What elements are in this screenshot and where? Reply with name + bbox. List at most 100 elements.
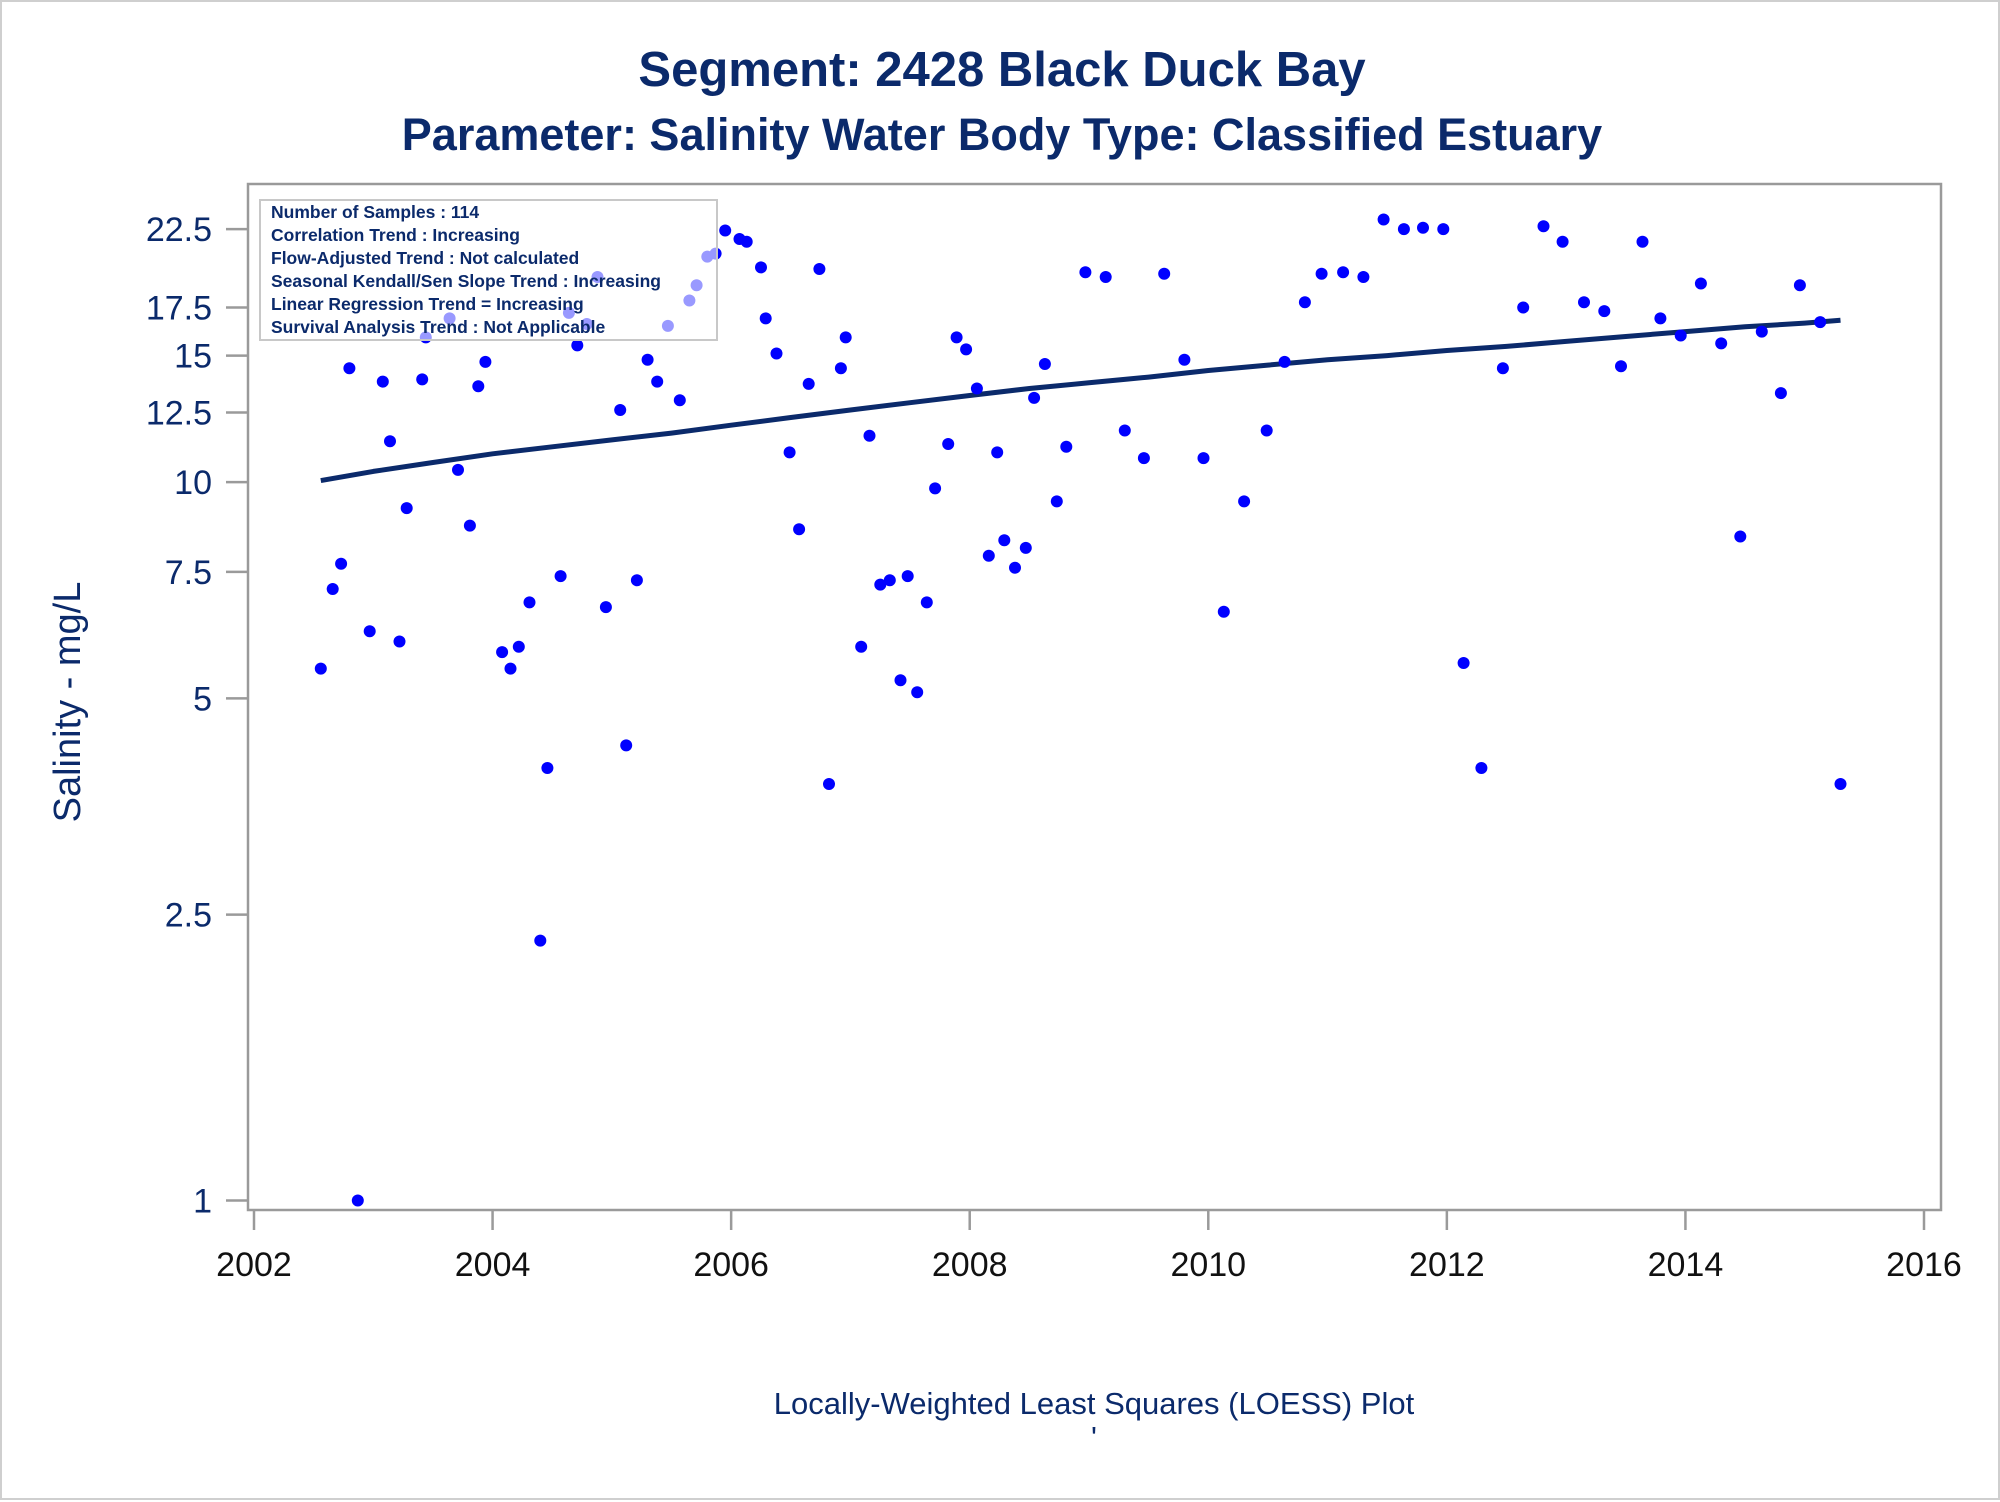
data-point (970, 382, 983, 395)
data-point (855, 640, 868, 653)
info-linear-regression-trend: Linear Regression Trend = Increasing (271, 294, 584, 314)
data-point (874, 578, 887, 591)
y-tick-label: 10 (174, 464, 212, 502)
data-point (1654, 312, 1667, 325)
chart-footnote-mark: ' (1091, 1420, 1097, 1455)
data-point (1099, 271, 1112, 283)
data-point (1674, 329, 1687, 342)
data-point (452, 463, 464, 476)
data-point (1496, 362, 1509, 375)
data-point (1517, 301, 1530, 314)
trend-line (320, 317, 1841, 484)
data-point (479, 355, 492, 368)
data-point (614, 404, 627, 416)
data-point (1397, 223, 1410, 236)
data-point (1636, 235, 1649, 248)
data-point (416, 373, 429, 386)
data-point (1694, 277, 1707, 290)
data-point (920, 596, 933, 609)
data-point (834, 362, 847, 375)
data-point (523, 596, 536, 609)
chart-title: Segment: 2428 Black Duck Bay (638, 43, 1365, 97)
y-tick-label: 1 (193, 1182, 212, 1220)
data-point (1278, 355, 1291, 368)
info-flow-adjusted-trend: Flow-Adjusted Trend : Not calculated (271, 248, 579, 268)
data-point (599, 601, 612, 614)
data-point (512, 640, 525, 653)
data-point (839, 331, 852, 344)
plot-area (246, 182, 1943, 1212)
x-tick-label: 2010 (1170, 1246, 1246, 1284)
data-point (813, 263, 826, 275)
y-tick-label: 2.5 (165, 897, 212, 935)
data-point (393, 635, 406, 648)
data-point (960, 343, 973, 356)
y-tick-label: 15 (174, 338, 212, 376)
data-point (1079, 266, 1092, 279)
chart-footnote: Locally-Weighted Least Squares (LOESS) P… (774, 1386, 1415, 1421)
data-point (376, 375, 389, 388)
data-point (883, 574, 896, 587)
data-point (630, 574, 643, 587)
data-point (1537, 220, 1550, 233)
data-point (863, 429, 876, 442)
data-point (1137, 452, 1150, 465)
y-tick-label: 22.5 (146, 211, 212, 249)
data-point (894, 674, 907, 687)
chart-subtitle: Parameter: Salinity Water Body Type: Cla… (402, 109, 1602, 160)
data-point (335, 557, 348, 570)
data-point (1578, 296, 1590, 309)
data-point (554, 570, 567, 583)
data-point (793, 523, 806, 536)
x-tick-label: 2008 (932, 1246, 1008, 1284)
data-point (534, 934, 547, 947)
data-point (719, 224, 732, 237)
data-point (783, 446, 796, 459)
data-point (982, 549, 995, 562)
data-point (1357, 271, 1370, 283)
data-point (463, 519, 476, 532)
data-point (1009, 561, 1021, 574)
data-point (651, 375, 664, 388)
info-survival-analysis-trend: Survival Analysis Trend : Not Applicable (271, 317, 605, 337)
data-point (620, 739, 633, 752)
data-point (1793, 279, 1806, 292)
data-point (1417, 221, 1429, 234)
data-point (759, 312, 772, 325)
data-point (1734, 530, 1747, 543)
x-tick-label: 2016 (1886, 1246, 1962, 1284)
data-point (950, 331, 963, 344)
x-tick-label: 2012 (1409, 1246, 1485, 1284)
data-point (942, 438, 955, 450)
data-point (911, 686, 924, 699)
x-axis: 2002 2004 2006 2008 2010 2012 2014 2016 (216, 1210, 1962, 1284)
data-point (1178, 353, 1191, 366)
data-point (1118, 424, 1131, 437)
data-point (384, 435, 396, 448)
data-point (1755, 325, 1768, 338)
data-point (823, 778, 835, 790)
data-point (901, 570, 914, 583)
data-point (1598, 305, 1611, 318)
data-point (1814, 316, 1827, 329)
data-point (1774, 387, 1787, 400)
data-point (1217, 605, 1230, 618)
x-tick-label: 2004 (455, 1246, 531, 1284)
data-point (1475, 762, 1488, 774)
y-tick-label: 7.5 (165, 554, 212, 592)
data-points-group (314, 213, 1847, 1207)
data-point (1715, 337, 1728, 350)
data-point (541, 762, 554, 774)
x-tick-label: 2002 (216, 1246, 292, 1284)
info-seasonal-kendall-trend: Seasonal Kendall/Sen Slope Trend : Incre… (271, 271, 661, 291)
data-point (400, 502, 413, 515)
data-point (1337, 266, 1350, 279)
data-point (802, 377, 815, 390)
data-point (1158, 267, 1171, 280)
info-correlation-trend: Correlation Trend : Increasing (271, 225, 520, 245)
data-point (1019, 541, 1032, 554)
data-point (1028, 391, 1041, 404)
data-point (326, 583, 339, 595)
